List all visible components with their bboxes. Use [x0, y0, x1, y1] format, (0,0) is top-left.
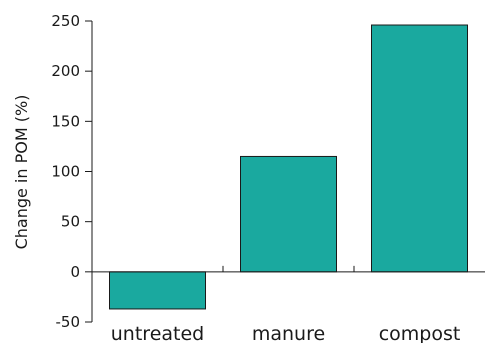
- bar-compost: [371, 24, 468, 273]
- x-labels-group: untreated manure compost: [111, 323, 461, 343]
- y-tick-label: 250: [51, 12, 80, 30]
- y-tick-label: 150: [51, 112, 80, 130]
- bar-untreated: [109, 271, 206, 310]
- bars-group: [109, 24, 468, 310]
- x-category-label: compost: [379, 323, 461, 343]
- y-tick-label: 200: [51, 62, 80, 80]
- y-tick-label: -50: [56, 313, 81, 331]
- y-tick-label: 50: [61, 213, 80, 231]
- x-category-label: untreated: [111, 323, 204, 343]
- bar-manure: [240, 155, 337, 273]
- y-tick-label: 0: [70, 263, 80, 281]
- x-category-label: manure: [252, 323, 325, 343]
- y-ticks-group: -50 0 50 100 150 200 250: [51, 12, 92, 331]
- y-axis-title: Change in POM (%): [12, 95, 31, 250]
- y-tick-label: 100: [51, 163, 80, 181]
